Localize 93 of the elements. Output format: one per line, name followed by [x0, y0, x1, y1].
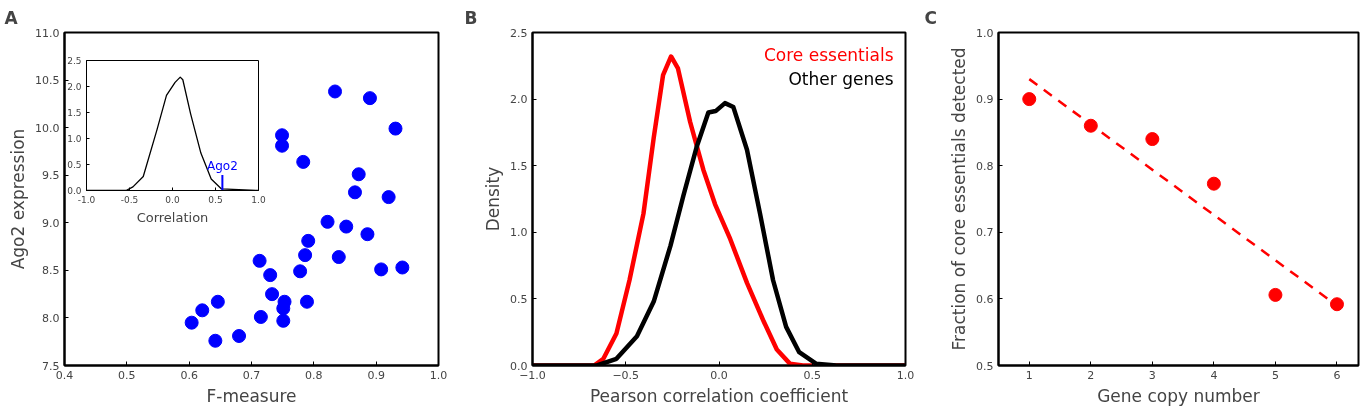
x-tick-label: 1.0 — [429, 368, 448, 382]
point — [265, 287, 280, 302]
y-tick-label: 1.0 — [510, 226, 528, 240]
chart-title: C — [924, 7, 937, 28]
x-tick-label: 0.7 — [242, 368, 261, 382]
chart-title: B — [464, 7, 478, 28]
x-tick-label: 0.4 — [55, 368, 74, 382]
point — [253, 309, 268, 324]
y-tick-label: 2.5 — [510, 26, 528, 40]
point — [1022, 92, 1037, 107]
point — [1145, 132, 1160, 147]
point — [1206, 176, 1221, 191]
y-tick-label: 10.0 — [35, 121, 60, 135]
point — [320, 214, 335, 229]
y-tick-label: 0.9 — [976, 93, 994, 107]
point — [299, 294, 314, 309]
point — [362, 91, 377, 106]
y-axis-title: Ago2 expression — [8, 128, 29, 270]
point — [301, 233, 316, 248]
y-tick-label: 0.5 — [976, 359, 994, 373]
y-tick-label: 11.0 — [35, 26, 60, 40]
x-tick-label: -1.0 — [77, 194, 96, 205]
point — [351, 167, 366, 182]
x-tick-label: 0.6 — [180, 368, 198, 382]
point — [395, 260, 410, 275]
point — [339, 219, 354, 234]
point — [184, 315, 199, 330]
ref-line-label: Ago2 — [206, 158, 238, 173]
x-tick-label: 0.5 — [118, 368, 136, 382]
x-tick-label: -0.5 — [120, 194, 139, 205]
x-axis-title: Pearson correlation coefficient — [589, 385, 849, 406]
point — [195, 303, 210, 318]
x-tick-label: 0.5 — [208, 194, 223, 205]
point — [298, 248, 313, 263]
x-tick-label: 1.0 — [251, 194, 266, 205]
x-tick-label: 0.0 — [165, 194, 180, 205]
point — [296, 154, 311, 169]
x-tick-label: 1 — [1025, 368, 1033, 382]
point — [374, 262, 389, 277]
y-tick-label: 10.5 — [35, 74, 60, 88]
x-tick-label: 0.0 — [710, 368, 728, 382]
y-tick-label: 2.5 — [67, 56, 82, 66]
point — [275, 138, 290, 153]
y-tick-label: 0.5 — [67, 160, 82, 170]
x-tick-label: 5 — [1271, 368, 1279, 382]
x-tick-label: 2 — [1087, 368, 1095, 382]
point — [232, 329, 247, 343]
y-tick-label: 8.5 — [42, 264, 60, 278]
y-tick-label: 1.0 — [976, 26, 994, 40]
point — [347, 185, 362, 200]
x-axis-title: F-measure — [206, 385, 297, 406]
point — [388, 121, 403, 136]
x-axis-title: Gene copy number — [1097, 385, 1260, 406]
point — [293, 264, 308, 279]
y-axis-title: Density — [483, 166, 504, 232]
y-tick-label: 8.0 — [42, 311, 60, 325]
point — [263, 268, 278, 283]
x-tick-label: −0.5 — [612, 368, 640, 382]
y-tick-label: 0.0 — [67, 186, 82, 196]
point — [276, 301, 291, 316]
chart-title: A — [4, 7, 19, 28]
point — [328, 84, 343, 99]
x-tick-label: 6 — [1333, 368, 1341, 382]
y-tick-label: 9.5 — [42, 169, 60, 183]
y-tick-label: 9.0 — [42, 216, 60, 230]
x-tick-label: 0.9 — [367, 368, 385, 382]
text: Other genes — [788, 68, 894, 89]
x-tick-label: 1.0 — [896, 368, 915, 382]
y-axis-title: Fraction of core essentials detected — [949, 47, 970, 351]
x-tick-label: 0.8 — [305, 368, 323, 382]
x-tick-label: 0.5 — [803, 368, 821, 382]
x-tick-label: 3 — [1148, 368, 1156, 382]
point — [331, 250, 346, 265]
point — [276, 313, 291, 328]
y-tick-label: 0.8 — [976, 159, 994, 173]
y-tick-label: 1.5 — [510, 159, 528, 173]
text: Core essentials — [763, 44, 894, 65]
y-tick-label: 1.5 — [67, 108, 82, 118]
point — [210, 294, 225, 309]
point — [381, 190, 396, 205]
x-axis-title: Correlation — [136, 209, 209, 225]
y-tick-label: 2.0 — [510, 93, 528, 107]
x-tick-label: 4 — [1210, 368, 1218, 382]
y-tick-label: 0.5 — [510, 292, 528, 306]
point — [1329, 297, 1344, 312]
y-tick-label: 1.0 — [67, 134, 82, 144]
y-tick-label: 2.0 — [67, 82, 82, 92]
point — [252, 253, 267, 268]
point — [208, 333, 223, 348]
y-tick-label: 0.6 — [976, 292, 994, 306]
y-tick-label: 0.7 — [976, 226, 994, 240]
point — [360, 227, 375, 242]
point — [1268, 287, 1283, 302]
